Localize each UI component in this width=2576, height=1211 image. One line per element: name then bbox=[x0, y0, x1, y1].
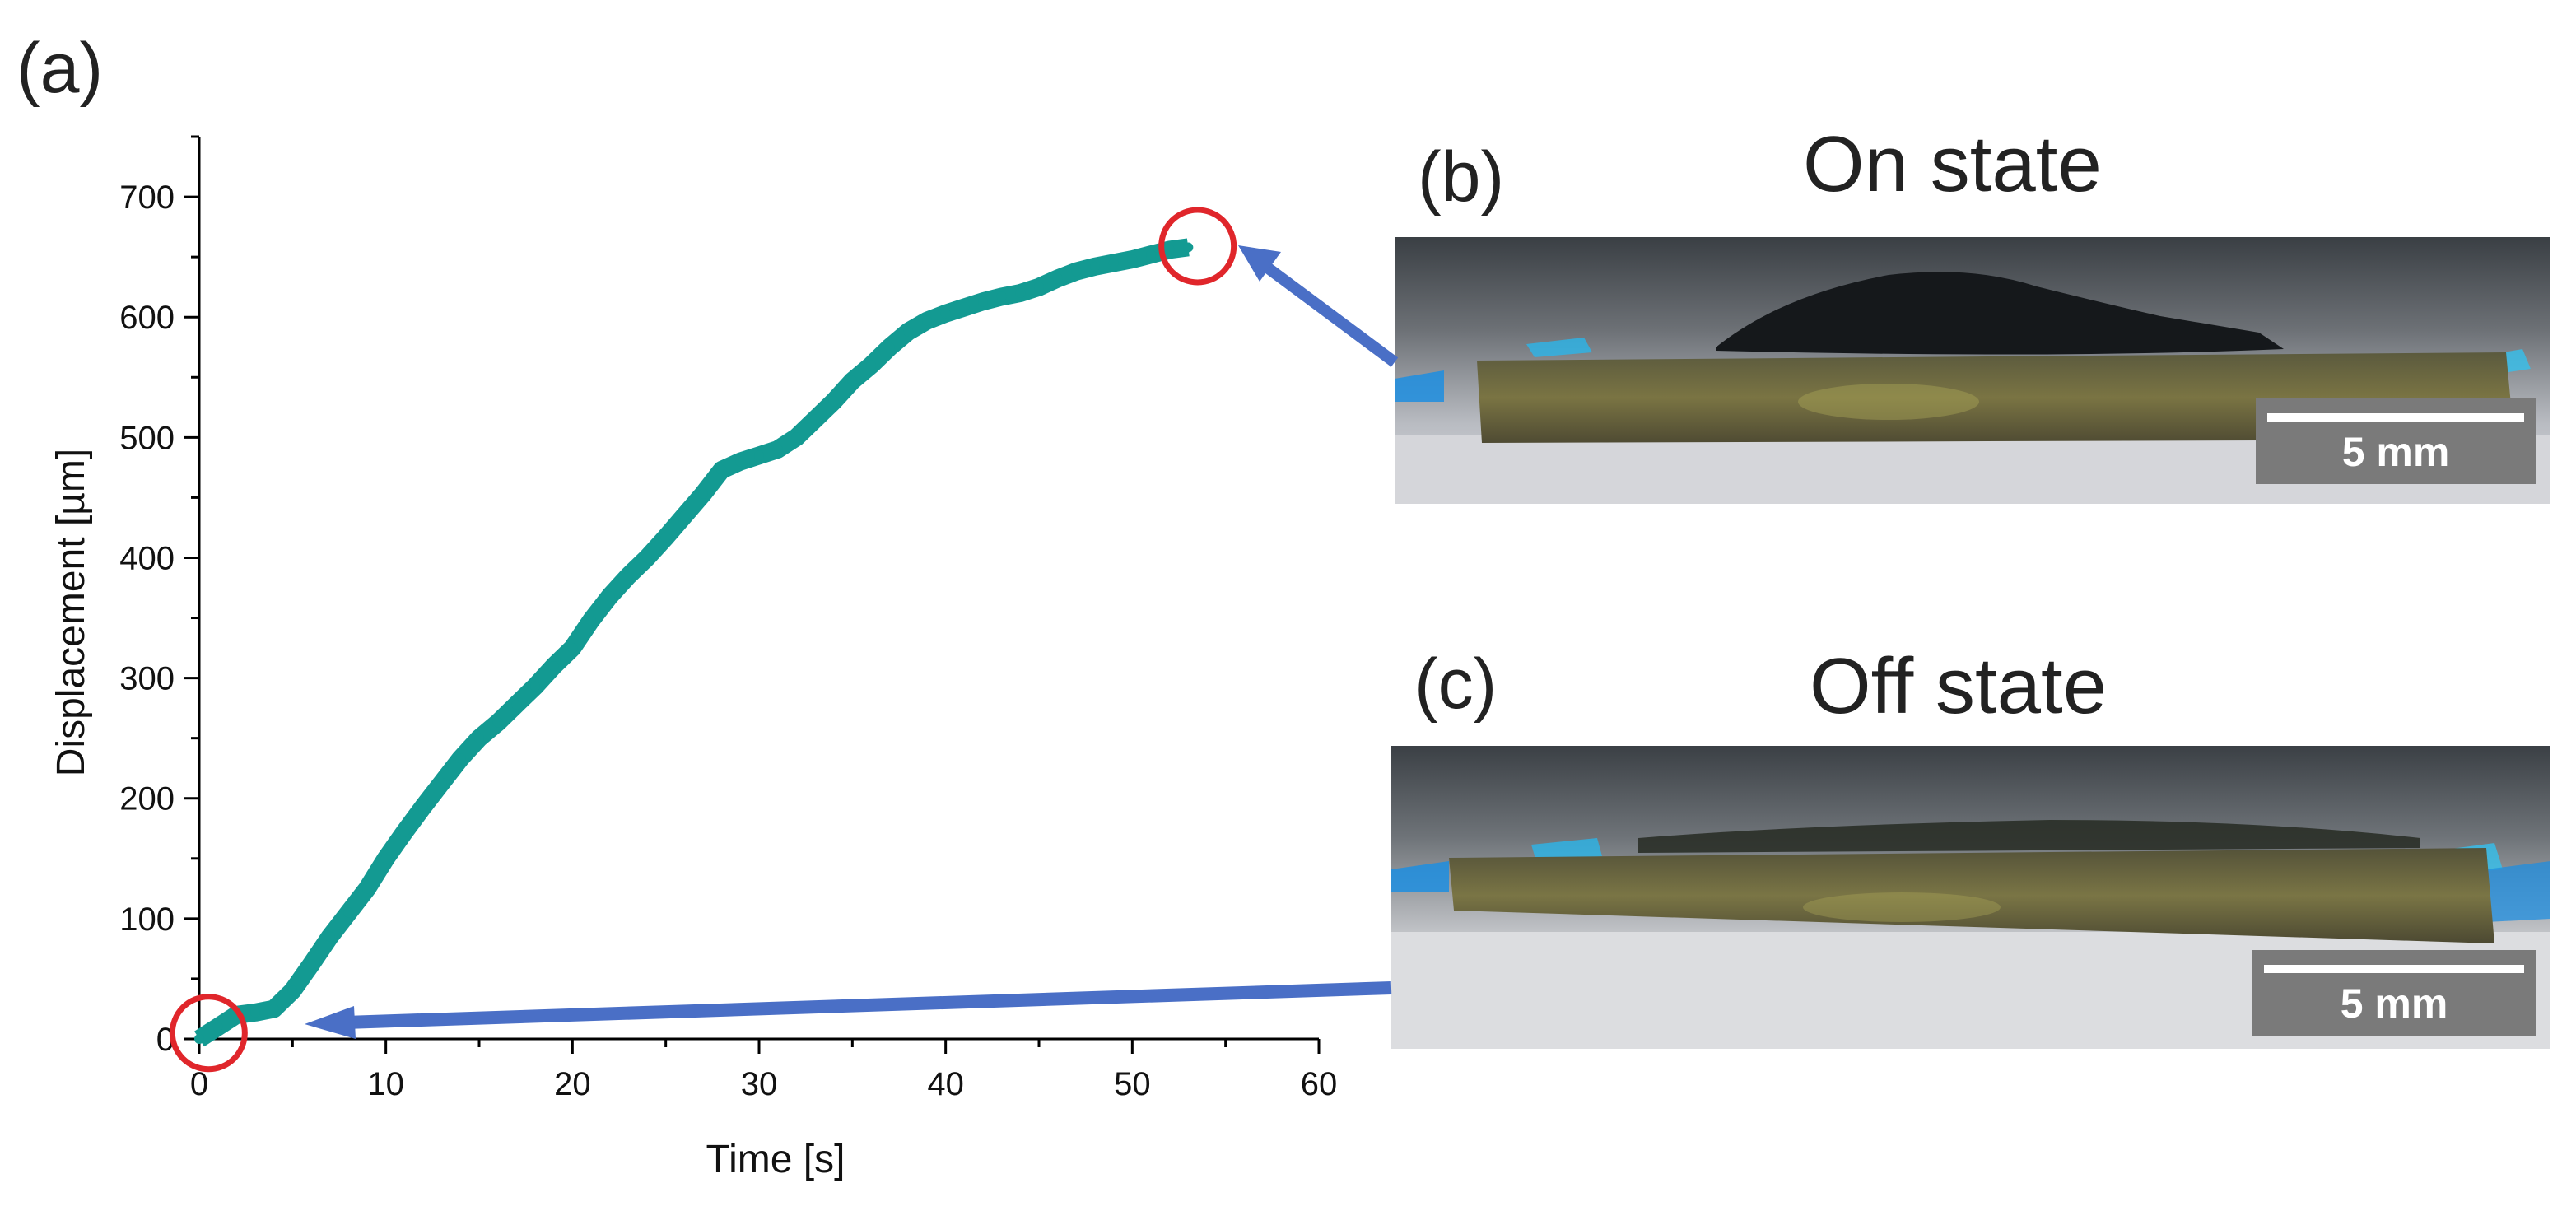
y-tick-label: 300 bbox=[119, 661, 175, 697]
y-tick-label: 100 bbox=[119, 901, 175, 938]
highlight-circle bbox=[1158, 207, 1237, 286]
data-point bbox=[306, 959, 316, 970]
data-point bbox=[698, 489, 708, 500]
data-point bbox=[604, 591, 615, 602]
data-point bbox=[1146, 249, 1156, 260]
data-point bbox=[250, 1007, 260, 1018]
data-point bbox=[1090, 261, 1100, 272]
data-point bbox=[362, 883, 372, 894]
data-point bbox=[287, 985, 298, 996]
data-point bbox=[642, 552, 652, 563]
data-point bbox=[1071, 266, 1082, 277]
data-point bbox=[1164, 245, 1175, 255]
data-point bbox=[548, 660, 559, 671]
data-point bbox=[1183, 242, 1194, 253]
on-scale-label: 5 mm bbox=[2341, 429, 2450, 475]
data-point bbox=[492, 717, 503, 728]
chart-annotations bbox=[169, 207, 1237, 1073]
data-point bbox=[810, 414, 820, 425]
data-point bbox=[268, 1004, 279, 1014]
x-tick-label: 0 bbox=[190, 1066, 208, 1102]
off-scale-bar: 5 mm bbox=[2252, 950, 2536, 1036]
y-tick-label: 700 bbox=[119, 179, 175, 216]
data-point bbox=[623, 571, 634, 581]
data-point bbox=[212, 1022, 223, 1032]
chart-axes: 0 10 20 30 40 50 600100200300400500600700Time … bbox=[49, 135, 1338, 1181]
displacement-series-line bbox=[194, 238, 1190, 1047]
data-point bbox=[903, 326, 914, 337]
y-tick-label: 500 bbox=[119, 420, 175, 456]
data-point bbox=[978, 296, 988, 307]
panel-label-b: (b) bbox=[1418, 137, 1505, 217]
x-tick-label: 40 bbox=[927, 1066, 964, 1102]
data-point bbox=[660, 532, 671, 543]
data-point bbox=[530, 681, 540, 692]
x-tick-label: 10 bbox=[367, 1066, 404, 1102]
data-point bbox=[1034, 282, 1044, 292]
chart-series bbox=[194, 238, 1194, 1047]
data-point bbox=[399, 827, 410, 837]
data-point bbox=[1127, 254, 1138, 265]
data-point bbox=[866, 360, 876, 370]
data-point bbox=[922, 315, 932, 326]
data-point bbox=[1108, 258, 1119, 268]
data-point bbox=[324, 931, 335, 942]
data-point bbox=[567, 643, 578, 654]
panel-label-a: (a) bbox=[16, 29, 104, 108]
x-tick-label: 50 bbox=[1114, 1066, 1151, 1102]
x-tick-label: 20 bbox=[554, 1066, 591, 1102]
data-point bbox=[735, 456, 746, 467]
highlight-circle bbox=[169, 994, 248, 1073]
x-tick-label: 30 bbox=[741, 1066, 778, 1102]
data-point bbox=[940, 308, 951, 319]
data-point bbox=[194, 1034, 204, 1044]
data-point bbox=[772, 444, 783, 454]
data-point bbox=[754, 450, 764, 461]
off-state-title: Off state bbox=[1810, 642, 2108, 730]
data-point bbox=[884, 342, 895, 352]
data-point bbox=[1052, 273, 1063, 284]
off-scale-label: 5 mm bbox=[2340, 980, 2448, 1027]
data-point bbox=[436, 777, 447, 788]
data-point bbox=[791, 432, 802, 443]
data-point bbox=[455, 753, 466, 764]
data-point bbox=[474, 733, 484, 743]
y-tick-label: 200 bbox=[119, 781, 175, 817]
data-point bbox=[511, 699, 522, 710]
data-point bbox=[380, 853, 391, 864]
data-point bbox=[959, 302, 970, 313]
x-tick-label: 60 bbox=[1301, 1066, 1338, 1102]
data-point bbox=[418, 801, 428, 812]
data-point bbox=[847, 375, 858, 386]
data-point bbox=[716, 464, 727, 475]
data-point bbox=[679, 510, 690, 521]
data-point bbox=[1015, 287, 1026, 298]
y-tick-label: 600 bbox=[119, 300, 175, 336]
y-axis-label: Displacement [µm] bbox=[49, 449, 93, 776]
data-point bbox=[586, 615, 596, 626]
y-tick-label: 400 bbox=[119, 540, 175, 576]
on-state-photo: 5 mm bbox=[1395, 237, 2550, 504]
data-point bbox=[343, 907, 354, 918]
data-point bbox=[996, 291, 1007, 302]
on-scale-bar: 5 mm bbox=[2256, 398, 2536, 484]
data-point bbox=[828, 396, 839, 407]
off-state-photo: 5 mm bbox=[1391, 746, 2550, 1049]
panel-label-c: (c) bbox=[1414, 645, 1498, 724]
x-axis-label: Time [s] bbox=[706, 1138, 845, 1181]
on-state-title: On state bbox=[1803, 120, 2102, 208]
